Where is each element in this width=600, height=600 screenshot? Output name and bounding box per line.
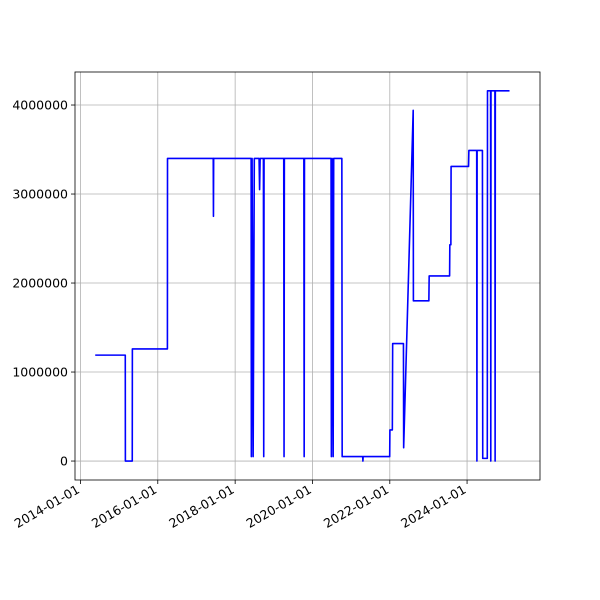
x-tick-label: 2022-01-01 — [321, 482, 391, 531]
line — [95, 89, 510, 462]
y-tick-label: 2000000 — [12, 276, 68, 291]
x-tick-label: 2020-01-01 — [243, 482, 313, 531]
y-tick-label: 3000000 — [12, 187, 68, 202]
y-tick-label: 0 — [60, 454, 68, 469]
x-tick-label: 2016-01-01 — [89, 482, 159, 531]
x-tick-label: 2018-01-01 — [166, 482, 236, 531]
x-tick-label: 2024-01-01 — [398, 482, 468, 531]
y-tick-label: 4000000 — [12, 98, 68, 113]
x-tick-label: 2014-01-01 — [12, 482, 82, 531]
plot-frame — [74, 71, 541, 481]
y-tick-label: 1000000 — [12, 365, 68, 380]
